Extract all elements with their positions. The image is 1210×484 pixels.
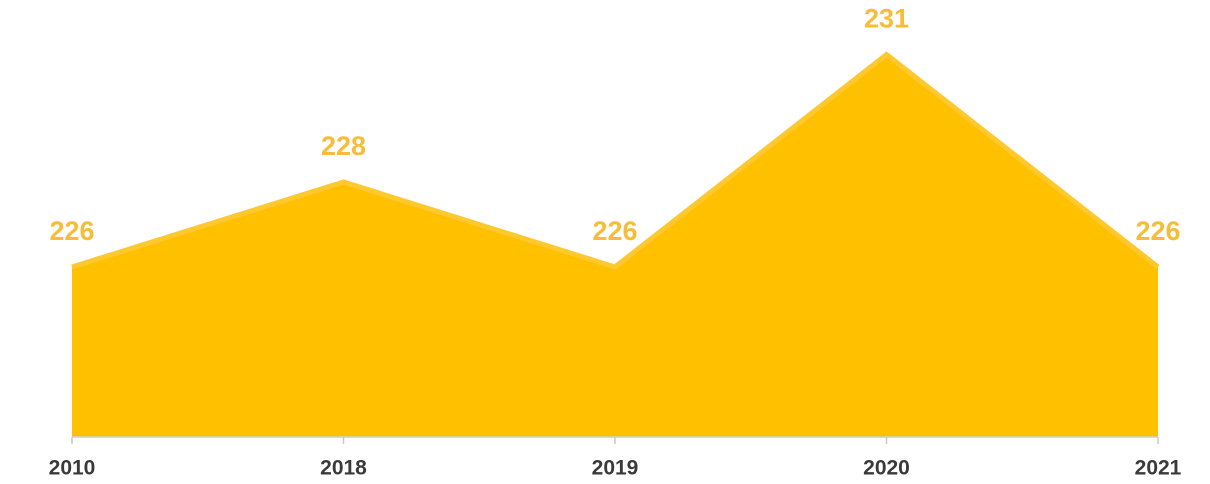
data-label: 226	[1135, 216, 1180, 246]
area	[72, 54, 1158, 437]
x-tick-label: 2019	[592, 457, 639, 480]
area-line	[71, 51, 1160, 270]
x-tick-label: 2021	[1135, 457, 1182, 480]
data-label: 231	[864, 4, 909, 34]
x-tick-label: 2010	[49, 457, 96, 480]
data-label: 226	[592, 216, 637, 246]
x-tick-label: 2018	[320, 457, 367, 480]
x-tick-label: 2020	[863, 457, 910, 480]
data-label: 226	[49, 216, 94, 246]
data-label: 228	[321, 131, 366, 161]
